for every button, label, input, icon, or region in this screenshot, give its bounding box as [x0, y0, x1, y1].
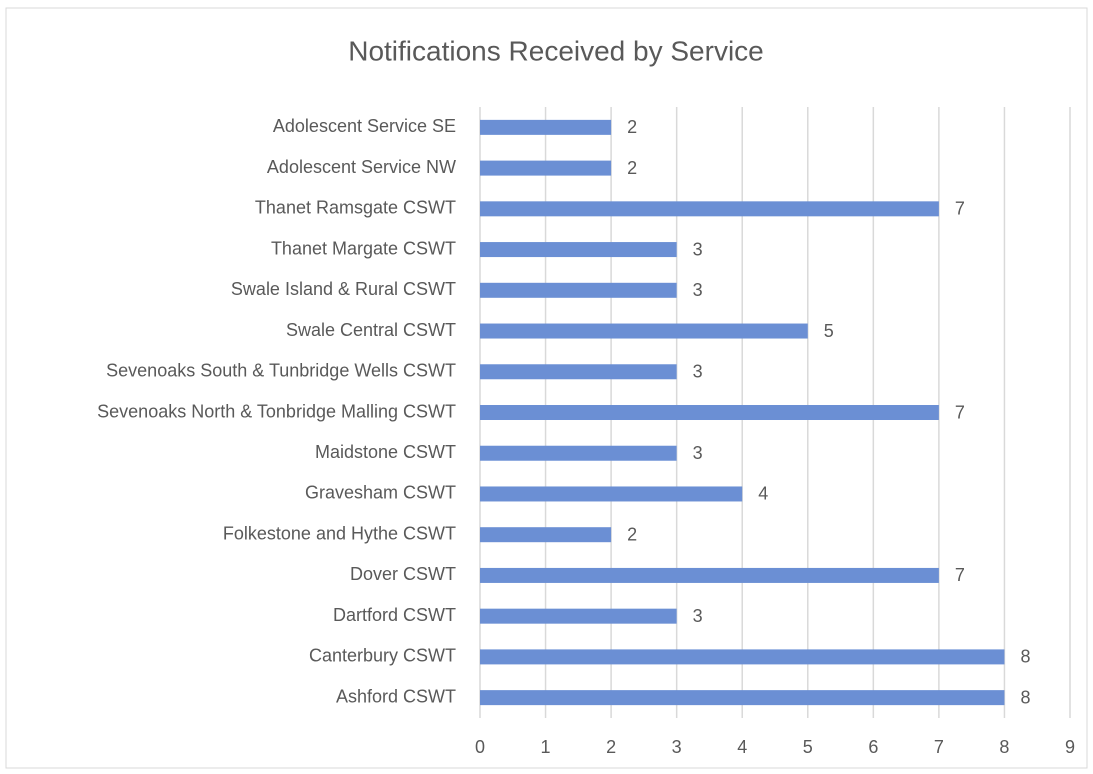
y-tick-label: Gravesham CSWT — [305, 483, 456, 503]
x-tick-label: 5 — [803, 737, 813, 757]
y-tick-label: Ashford CSWT — [336, 686, 456, 706]
data-label: 2 — [627, 524, 637, 544]
bar — [480, 567, 939, 583]
bar — [480, 608, 677, 624]
bar — [480, 160, 612, 176]
data-label: 4 — [758, 484, 768, 504]
y-tick-label: Sevenoaks South & Tunbridge Wells CSWT — [106, 361, 456, 381]
y-tick-label: Folkestone and Hythe CSWT — [223, 523, 456, 543]
x-tick-label: 3 — [672, 737, 682, 757]
x-tick-label: 9 — [1065, 737, 1075, 757]
bar — [480, 445, 677, 461]
data-label: 3 — [693, 362, 703, 382]
data-label: 3 — [693, 606, 703, 626]
bar — [480, 323, 808, 339]
bar — [480, 527, 612, 543]
x-tick-label: 8 — [999, 737, 1009, 757]
y-tick-label: Dartford CSWT — [333, 605, 456, 625]
y-tick-label: Canterbury CSWT — [309, 646, 456, 666]
x-tick-label: 2 — [606, 737, 616, 757]
data-label: 2 — [627, 158, 637, 178]
bar — [480, 242, 677, 258]
data-label: 3 — [693, 280, 703, 300]
data-label: 7 — [955, 565, 965, 585]
x-tick-label: 6 — [868, 737, 878, 757]
data-label: 8 — [1020, 687, 1030, 707]
y-tick-label: Sevenoaks North & Tonbridge Malling CSWT — [97, 401, 456, 421]
bar — [480, 405, 939, 420]
data-label: 3 — [693, 443, 703, 463]
data-label: 2 — [627, 117, 637, 137]
y-tick-label: Adolescent Service SE — [273, 116, 456, 136]
bar — [480, 119, 612, 135]
data-label: 7 — [955, 402, 965, 422]
data-label: 8 — [1020, 647, 1030, 667]
y-tick-label: Thanet Ramsgate CSWT — [255, 198, 456, 218]
data-label: 7 — [955, 199, 965, 219]
chart-title: Notifications Received by Service — [348, 35, 764, 66]
bar — [480, 486, 743, 502]
bar — [480, 649, 1005, 665]
y-tick-label: Dover CSWT — [350, 564, 456, 584]
data-label: 5 — [824, 321, 834, 341]
bar — [480, 690, 1005, 706]
bar — [480, 201, 939, 217]
x-tick-label: 1 — [541, 737, 551, 757]
y-tick-label: Thanet Margate CSWT — [271, 238, 456, 258]
bar — [480, 282, 677, 298]
bar — [480, 364, 677, 380]
y-tick-label: Swale Island & Rural CSWT — [231, 279, 456, 299]
x-tick-label: 0 — [475, 737, 485, 757]
y-tick-label: Maidstone CSWT — [315, 442, 456, 462]
x-tick-label: 7 — [934, 737, 944, 757]
data-label: 3 — [693, 239, 703, 259]
y-tick-label: Adolescent Service NW — [267, 157, 456, 177]
y-tick-label: Swale Central CSWT — [286, 320, 456, 340]
x-tick-label: 4 — [737, 737, 747, 757]
